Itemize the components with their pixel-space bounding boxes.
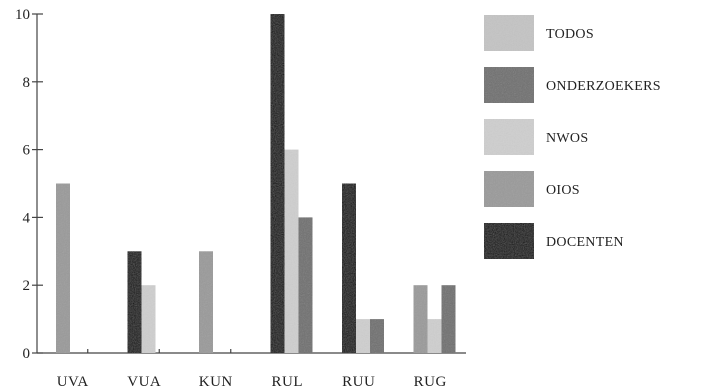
legend-label-nwos: NWOS xyxy=(546,131,588,146)
bar-nwos-ruu xyxy=(356,319,370,353)
bar-onderzoekers-rug xyxy=(441,285,456,353)
x-tick-label: UVA xyxy=(57,374,89,390)
y-tick-label: 0 xyxy=(23,346,31,362)
bar-oios-uva xyxy=(56,183,70,353)
x-tick-label: RUG xyxy=(414,374,447,390)
y-tick-label: 6 xyxy=(23,143,31,159)
legend-swatch-onderzoekers xyxy=(484,67,534,103)
bar-docenten-vua xyxy=(127,251,142,353)
legend-label-todos: TODOS xyxy=(546,27,594,42)
bar-onderzoekers-rul xyxy=(298,217,313,353)
legend-swatch-todos xyxy=(484,15,534,51)
bar-onderzoekers-ruu xyxy=(370,319,384,353)
legend-label-oios: OIOS xyxy=(546,183,580,198)
bar-docenten-ruu xyxy=(342,183,356,353)
legend-label-docenten: DOCENTEN xyxy=(546,235,624,250)
legend-swatch-docenten xyxy=(484,223,534,259)
y-tick-label: 4 xyxy=(23,210,31,226)
x-tick-label: RUU xyxy=(342,374,375,390)
y-tick-label: 8 xyxy=(23,75,31,91)
legend: TODOS ONDERZOEKERS NWOS OIOS DOCENTEN xyxy=(484,15,661,259)
legend-swatch-nwos xyxy=(484,119,534,155)
bar-oios-rug xyxy=(413,285,428,353)
x-tick-label: KUN xyxy=(199,374,233,390)
legend-label-onderzoekers: ONDERZOEKERS xyxy=(546,79,661,94)
bar-nwos-vua xyxy=(141,285,156,353)
legend-swatch-oios xyxy=(484,171,534,207)
bar-docenten-rul xyxy=(270,14,285,353)
bar-oios-kun xyxy=(199,251,213,353)
bars xyxy=(56,14,456,353)
x-tick-label: VUA xyxy=(127,374,161,390)
bar-nwos-rul xyxy=(284,149,299,353)
x-tick-label: RUL xyxy=(272,374,304,390)
bar-nwos-rug xyxy=(427,319,442,353)
y-tick-label: 10 xyxy=(15,7,30,23)
y-tick-label: 2 xyxy=(23,278,31,294)
axes: 0 2 4 6 8 10 UVA VUA KUN RUL RUU RUG xyxy=(15,7,466,390)
